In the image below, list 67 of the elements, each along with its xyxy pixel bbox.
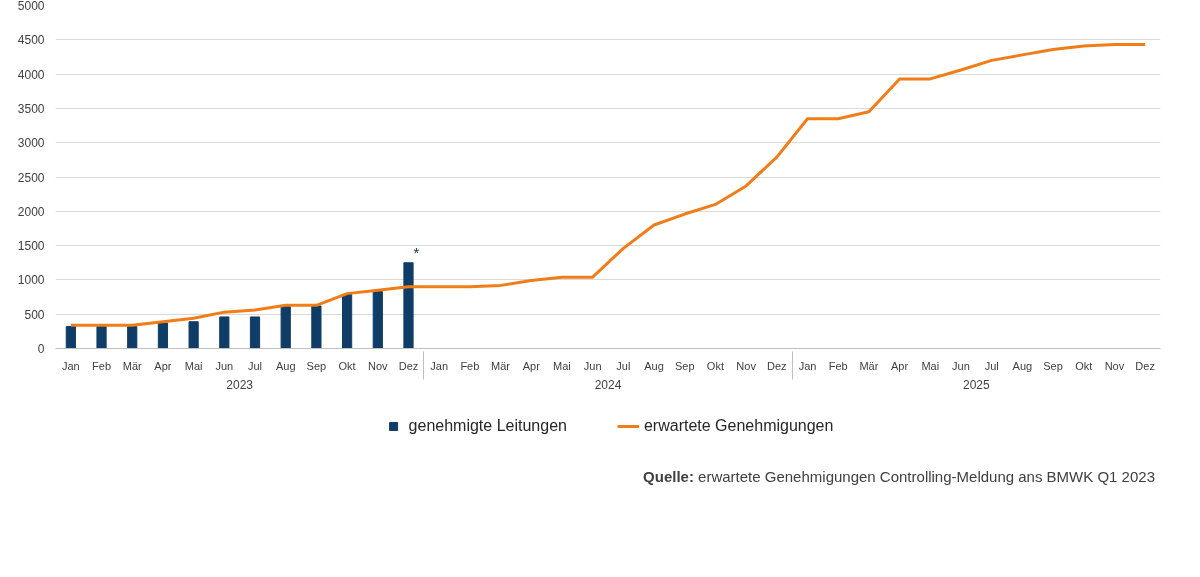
- x-tick-label: Jul: [247, 359, 263, 372]
- x-tick-label: Mär: [859, 359, 879, 372]
- x-tick-label: Okt: [1075, 359, 1093, 372]
- y-tick-label: 3500: [17, 101, 45, 116]
- bar: [280, 306, 291, 349]
- x-tick-label: Dez: [767, 359, 787, 372]
- bar: [65, 326, 76, 349]
- bar: [311, 305, 322, 349]
- y-tick-label: 1000: [17, 273, 45, 288]
- x-tick-label: Feb: [460, 359, 480, 372]
- x-tick-label: Mai: [184, 359, 203, 372]
- y-tick-label: 5000: [17, 0, 45, 13]
- x-tick-label: Feb: [828, 359, 848, 372]
- x-tick-label: Aug: [275, 359, 296, 372]
- line-series: [69, 43, 1147, 327]
- x-tick-label: Feb: [92, 359, 112, 372]
- y-tick-label: 4000: [17, 67, 45, 82]
- x-tick-label: Okt: [706, 359, 724, 372]
- bar: [341, 293, 353, 349]
- source-note: Quelle: erwartete Genehmigungen Controlling-Meldung ans BMWK Q1 2023: [643, 467, 1155, 487]
- x-tick-label: Jul: [616, 359, 631, 372]
- x-tick-label: Apr: [522, 359, 541, 372]
- x-tick-label: Mär: [491, 359, 511, 372]
- x-tick-label: Nov: [736, 359, 757, 372]
- y-tick-label: 4500: [17, 33, 45, 48]
- x-tick-label: Sep: [674, 359, 695, 372]
- x-tick-label: Sep: [306, 359, 327, 372]
- x-tick-label: Dez: [398, 359, 419, 372]
- x-tick-label: Okt: [338, 359, 356, 372]
- x-tick-label: Jun: [215, 359, 234, 372]
- text: 2023: [226, 377, 254, 392]
- x-tick-label: Aug: [1012, 359, 1033, 372]
- bar: [372, 291, 383, 349]
- text: 2025: [962, 377, 991, 392]
- y-tick-label: 2500: [17, 170, 45, 185]
- bar: [157, 322, 169, 349]
- x-tick-label: Jun: [583, 359, 602, 372]
- x-tick-label: Mai: [553, 359, 571, 372]
- y-tick-label: 1500: [17, 239, 45, 254]
- bar: [96, 326, 107, 349]
- x-tick-label: Jan: [430, 359, 449, 372]
- x-tick-label: Apr: [154, 359, 172, 372]
- y-tick-label: 500: [24, 307, 45, 322]
- x-tick-label: Dez: [1135, 359, 1155, 372]
- legend-label: erwartete Genehmigungen: [643, 417, 834, 435]
- x-tick-label: Sep: [1043, 359, 1063, 372]
- x-tick-label: Mär: [122, 359, 143, 372]
- text: 2024: [594, 377, 622, 392]
- x-tick-label: Jun: [952, 359, 970, 372]
- x-tick-label: Apr: [891, 359, 909, 372]
- bar: [127, 326, 138, 349]
- x-tick-label: Jan: [798, 359, 817, 372]
- annotation: *: [413, 243, 420, 261]
- y-tick-label: 3000: [17, 136, 45, 151]
- bar: [219, 316, 230, 349]
- y-tick-label: 0: [37, 342, 45, 356]
- x-tick-label: Nov: [368, 359, 389, 372]
- x-tick-label: Aug: [644, 359, 664, 372]
- bar: [188, 321, 199, 349]
- bar: [403, 262, 414, 349]
- x-tick-label: Jan: [61, 359, 80, 372]
- legend-label: genehmigte Leitungen: [408, 417, 567, 435]
- bar: [249, 316, 261, 349]
- x-tick-label: Jul: [984, 359, 999, 372]
- y-tick-label: 2000: [17, 204, 45, 219]
- x-tick-label: Nov: [1104, 359, 1125, 372]
- x-tick-label: Mai: [921, 359, 940, 372]
